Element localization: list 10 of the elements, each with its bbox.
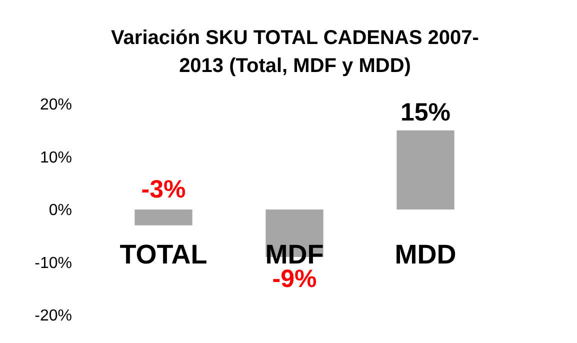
y-tick-label: 0% (48, 202, 72, 220)
y-tick-label: 20% (40, 96, 72, 114)
y-tick-label: 10% (40, 149, 72, 166)
y-tick-label: -20% (34, 308, 72, 325)
x-tick-label: TOTAL (120, 240, 208, 270)
data-label: -3% (141, 176, 186, 204)
y-tick-label: -10% (34, 254, 72, 272)
x-tick-label: MDD (394, 240, 456, 270)
chart-title: Variación SKU TOTAL CADENAS 2007- 2013 (Total, MDF y MDD) (111, 27, 479, 77)
data-label: 15% (400, 98, 451, 126)
